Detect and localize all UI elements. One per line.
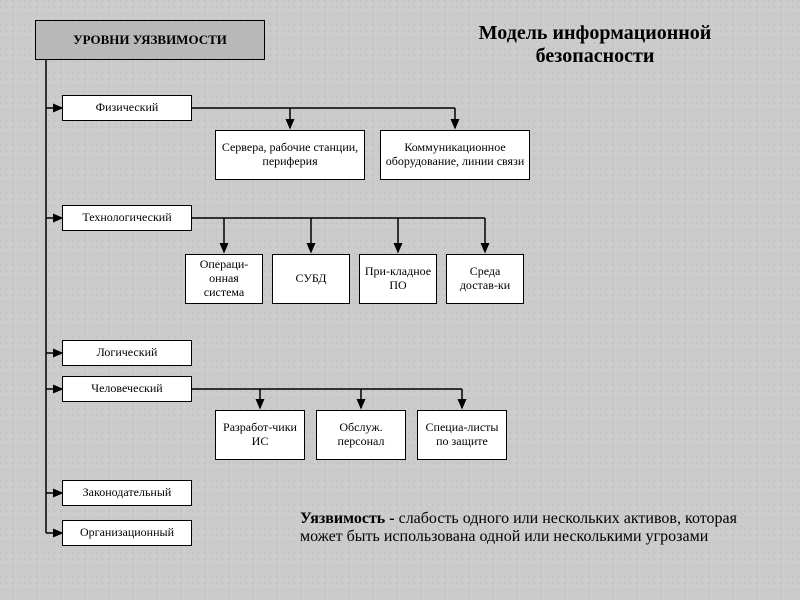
tech-child-delivery: Среда достав-ки — [446, 254, 524, 304]
level-organizational: Организационный — [62, 520, 192, 546]
footnote-term: Уязвимость - — [300, 510, 399, 527]
title-line2: безопасности — [536, 45, 655, 67]
tech-child-dbms: СУБД — [272, 254, 350, 304]
footnote: Уязвимость - слабость одного или несколь… — [300, 510, 770, 546]
phys-child-servers: Сервера, рабочие станции, периферия — [215, 130, 365, 180]
title-line1: Модель информационной — [479, 22, 712, 44]
phys-child-comm: Коммуникационное оборудование, линии свя… — [380, 130, 530, 180]
header-label: УРОВНИ УЯЗВИМОСТИ — [73, 33, 227, 48]
human-child-security: Специа-листы по защите — [417, 410, 507, 460]
level-logical: Логический — [62, 340, 192, 366]
level-technological: Технологический — [62, 205, 192, 231]
human-child-staff: Обслуж. персонал — [316, 410, 406, 460]
page-title: Модель информационной безопасности — [430, 22, 760, 68]
level-physical: Физический — [62, 95, 192, 121]
level-legislative: Законодательный — [62, 480, 192, 506]
tech-child-app: При-кладное ПО — [359, 254, 437, 304]
level-human: Человеческий — [62, 376, 192, 402]
tech-child-os: Операци-онная система — [185, 254, 263, 304]
human-child-dev: Разработ-чики ИС — [215, 410, 305, 460]
header-levels: УРОВНИ УЯЗВИМОСТИ — [35, 20, 265, 60]
